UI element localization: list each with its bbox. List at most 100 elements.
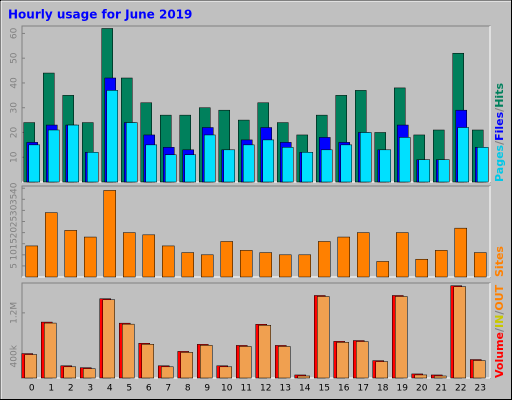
- x-tick-label: 20: [416, 384, 428, 394]
- bar: [336, 342, 349, 379]
- x-tick-label: 8: [185, 384, 191, 394]
- x-tick-label: 14: [299, 384, 311, 394]
- bar: [24, 354, 37, 379]
- x-tick-label: 7: [165, 384, 171, 394]
- bar: [473, 360, 486, 379]
- y-tick-label: 60: [10, 27, 20, 39]
- bar: [141, 344, 154, 379]
- y-tick-label: 30: [10, 204, 20, 216]
- bar: [395, 296, 408, 379]
- bar: [28, 144, 40, 183]
- bar: [243, 144, 255, 183]
- bar: [379, 149, 391, 183]
- bar: [477, 147, 489, 183]
- bar: [259, 252, 272, 278]
- bar: [376, 261, 389, 278]
- bar: [103, 190, 116, 278]
- bar: [106, 90, 118, 183]
- bar: [145, 144, 157, 183]
- bar: [438, 159, 450, 183]
- axis-label-part: IN: [493, 315, 506, 328]
- bar: [122, 323, 135, 379]
- bar: [223, 149, 235, 183]
- bar: [340, 144, 352, 183]
- bar: [87, 152, 99, 183]
- bar: [200, 345, 213, 379]
- bar: [435, 250, 448, 278]
- bar: [399, 137, 411, 183]
- x-tick-label: 5: [126, 384, 132, 394]
- plot-area: [21, 25, 491, 183]
- axis-label-part: /: [493, 327, 506, 332]
- bar: [278, 346, 291, 379]
- bar: [64, 230, 77, 278]
- axis-label-part: Sites: [493, 246, 506, 277]
- x-tick-label: 2: [68, 384, 74, 394]
- bar: [258, 325, 271, 379]
- bar: [126, 122, 138, 183]
- bar: [418, 159, 430, 183]
- bar: [44, 322, 57, 379]
- x-tick-label: 0: [29, 384, 35, 394]
- axis-label-part: OUT: [493, 284, 506, 310]
- x-tick-label: 3: [87, 384, 93, 394]
- bar: [63, 366, 76, 379]
- bar: [317, 296, 330, 379]
- bar: [457, 127, 469, 183]
- x-tick-label: 1: [48, 384, 54, 394]
- axis-label: Sites: [493, 246, 506, 277]
- bar: [48, 129, 60, 183]
- bar: [298, 254, 311, 278]
- y-tick-label: 40: [10, 182, 20, 194]
- plot-area: [21, 185, 491, 278]
- x-tick-label: 19: [397, 384, 409, 394]
- bar: [434, 375, 447, 379]
- bar: [279, 254, 292, 278]
- bar: [184, 154, 196, 183]
- x-tick-label: 16: [338, 384, 350, 394]
- x-tick-label: 13: [280, 384, 291, 394]
- bar: [201, 254, 214, 278]
- bar: [318, 241, 331, 278]
- x-tick-label: 11: [241, 384, 252, 394]
- y-tick-label: 400k: [10, 344, 20, 367]
- x-tick-label: 18: [377, 384, 389, 394]
- x-tick-label: 9: [204, 384, 210, 394]
- bar: [84, 236, 97, 278]
- bar: [181, 252, 194, 278]
- axis-label: Volume/IN/OUT: [493, 284, 506, 378]
- bar: [282, 147, 294, 183]
- bar: [321, 149, 333, 183]
- y-tick-label: 5: [10, 263, 20, 269]
- bar: [83, 368, 96, 379]
- bar: [162, 245, 175, 278]
- bar: [161, 366, 174, 379]
- y-tick-label: 20: [10, 227, 20, 239]
- axis-label-part: Files: [493, 111, 506, 141]
- bar: [415, 258, 428, 278]
- bar: [102, 299, 115, 379]
- axis-label: Pages/Files/Hits: [493, 83, 506, 182]
- bar: [360, 132, 372, 183]
- bar: [454, 227, 467, 278]
- y-tick-label: 15: [10, 238, 20, 249]
- bar: [142, 234, 155, 278]
- bar: [165, 154, 177, 183]
- x-tick-label: 21: [436, 384, 447, 394]
- bar: [67, 124, 79, 183]
- bar: [219, 366, 232, 379]
- y-tick-label: 30: [10, 102, 20, 114]
- bar: [357, 232, 370, 278]
- y-tick-label: 25: [10, 216, 20, 227]
- bar: [240, 250, 253, 278]
- bar: [414, 374, 427, 379]
- bar: [25, 245, 38, 278]
- bar: [301, 152, 313, 183]
- axis-label-part: Pages: [493, 144, 506, 182]
- x-tick-label: 17: [358, 384, 369, 394]
- y-tick-label: 10: [10, 249, 20, 261]
- bar: [375, 361, 388, 379]
- axis-label-part: Volume: [493, 332, 506, 378]
- y-tick-label: 40: [10, 77, 20, 89]
